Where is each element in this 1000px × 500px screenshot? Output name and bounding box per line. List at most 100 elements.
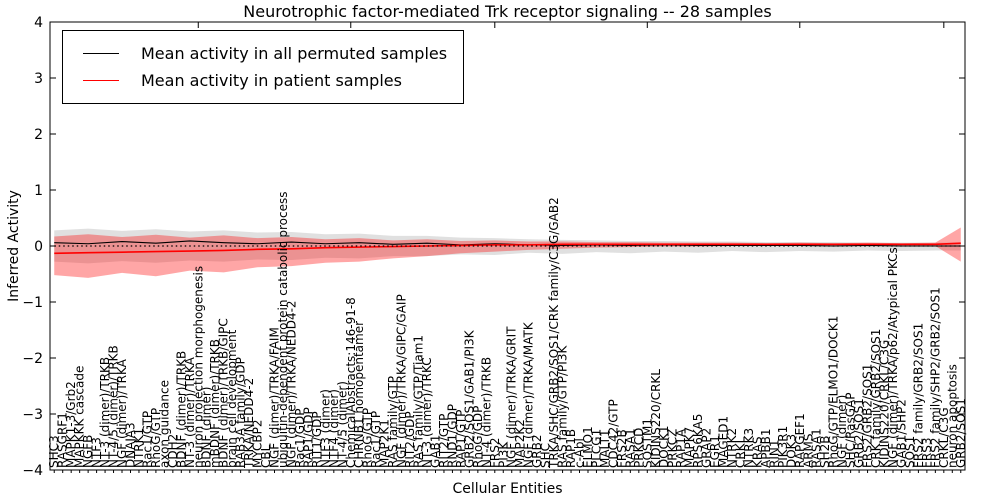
entity-label: neuron projection morphogenesis [191,266,205,468]
entity-label: NTRK2 [725,428,739,468]
legend: Mean activity in all permuted samples Me… [62,30,465,104]
entity-label: NGF (dimer)/TRKA/NEDD4-2 [284,300,298,468]
y-tick-label: −3 [22,407,43,423]
entity-label: MAPK1-3/Grb2 [64,381,78,468]
entity-label: RND1/GDP [445,404,459,468]
entity-label: NGF (dimer)/TRKA/GIPC/GAIP [395,294,409,468]
entity-label: MAGED1 [717,416,731,468]
entity-label: Rac1/GDP [293,409,307,468]
entity-label: GRAP2 [700,428,714,468]
entity-label: NGF (dimer)/TRKA/FAIM [268,327,282,468]
entity-label: RAP1/GTP [454,410,468,468]
entity-label: RASGRF1 [56,412,70,468]
entity-label: SHC [539,443,553,468]
entity-label: PLCG1 [589,429,603,468]
entity-label: NGFB [81,435,95,468]
entity-label: FRS2/GRB2/SOS1 [861,364,875,468]
entity-label: DNAJA3 [123,422,137,468]
entity-label: GRB2 [530,434,544,468]
entity-label: RAPGEF1 [793,413,807,468]
entity-label: TRKA/SHC/GRB2/SOS1/CRK family/C3G/GAB2 [547,197,561,469]
entity-label: mBDNF (dimer)/TRKB [208,339,222,468]
entity-label: SHC/RasGAP [844,393,858,469]
entity-label: GAB1 [428,435,442,468]
entity-label: SQSTM1 [640,418,654,468]
entity-label: NT-3 (dimer)/TRKB [98,357,112,468]
entity-label: axon guidance [157,380,171,468]
y-tick-label: −2 [22,351,43,367]
series-line [54,242,961,255]
entity-label: SHC3 [47,435,61,468]
entity-label: RhoG/GTP [149,408,163,468]
entity-label: FRS2 family/SHP2/GRB2/SOS1 [928,287,942,468]
entity-label: PIK3R1 [776,426,790,468]
entity-label: NT-4 (dimer)/TRKB [479,357,493,468]
entity-label: RASA1 [623,428,637,468]
entity-label: MAPK7 [683,427,697,468]
entity-label: NTF3 [90,437,104,468]
entity-label: NT-4/5 (dimer)/TRKB [107,345,121,468]
std-bands [54,227,961,278]
entity-label: NT-3 (dimer)/TRKA [183,356,197,468]
entity-label: TRKA/NEDD4-2 [242,378,256,469]
y-axis-label: Inferred Activity [6,190,22,302]
entity-label: RAB3A family/GDP [234,357,248,468]
entity-label: RAP1A [674,428,688,468]
entity-label: CRKL [733,436,747,468]
entity-label: MAP2K2 [513,419,527,468]
y-tick-label: 3 [34,71,43,87]
entity-label: NGF (dimer)/TRKA/MATK [522,321,536,468]
entity-label: MYCBP2 [251,419,265,468]
entity-label: ubiquitin-dependent protein catabolic pr… [276,192,290,468]
entity-label: RAS family/GTP/Tiam1 [412,335,426,468]
entity-label: EGR1 [708,435,722,468]
band [54,227,961,278]
entity-label: PRKCD [632,428,646,468]
y-tick-label: 2 [34,127,43,143]
entity-label: KIDINS220/CRKL/C3G [878,340,892,468]
entity-label: GAB1/SHP2 [894,399,908,468]
entity-label: NTF4 (dimer) [327,389,341,468]
entity-label: NGF (dimer)/TRKA/GRIT [505,326,519,468]
entity-label: SOS1 [903,436,917,468]
legend-entry-patient: Mean activity in patient samples [75,67,447,94]
entity-label: RhoG/GTP [361,408,375,468]
chart-title: Neurotrophic factor-mediated Trk recepto… [243,2,772,21]
entity-label: NGF (dimer)/TRKA [115,358,129,468]
x-axis-label: Cellular Entities [452,481,563,497]
entity-label: CBL [259,444,273,468]
entity-label: FRS2 [488,438,502,468]
legend-label-permuted: Mean activity in all permuted samples [141,44,448,63]
entity-label: DOK3 [784,434,798,468]
entity-label: FRS2 family/GRB2/SOS1 [911,323,925,468]
entity-label: FRS2B [615,429,629,468]
band [54,228,961,264]
entity-label: neuron apoptosis [945,364,959,468]
permuted-line-swatch [83,53,119,54]
entity-label: RAP1/GDP [301,407,315,468]
entity-label: MAPKKK cascade [73,366,87,468]
axes-frame: −4 −3 −2 −1 0 1 2 3 4 [22,15,966,479]
entity-label: RIN1 [767,440,781,469]
entity-label: BDNF (dimer) [200,387,214,469]
legend-label-patient: Mean activity in patient samples [141,71,402,90]
entity-label: RAS family/GTP/PI3K [556,345,570,468]
entity-label: APBB1 [759,428,773,468]
entity-label: PRKCZ [666,429,680,468]
y-tick-label: 4 [34,15,43,31]
entity-label: RIT2/GTP [437,414,451,468]
entity-label: RAP1B [564,429,578,468]
mean-lines [54,240,961,255]
entity-label: NGF (dimer)/TRKA/p62/Atypical PKCs [886,247,900,468]
entity-label: MALT1 [598,429,612,468]
entity-label: RhoG/GTP/ELMO1/DOCK1 [827,316,841,468]
entity-label: ChemicalAbstracts:146-91-8 [344,297,358,468]
entity-label: Rac1/GTP [140,411,154,468]
entity-label: ARMS [801,433,815,468]
entity-label: RIT1/GDP [310,411,324,468]
entity-label: Rac1/GTP [369,411,383,468]
entity-label: RIT2/GDP [403,411,417,468]
